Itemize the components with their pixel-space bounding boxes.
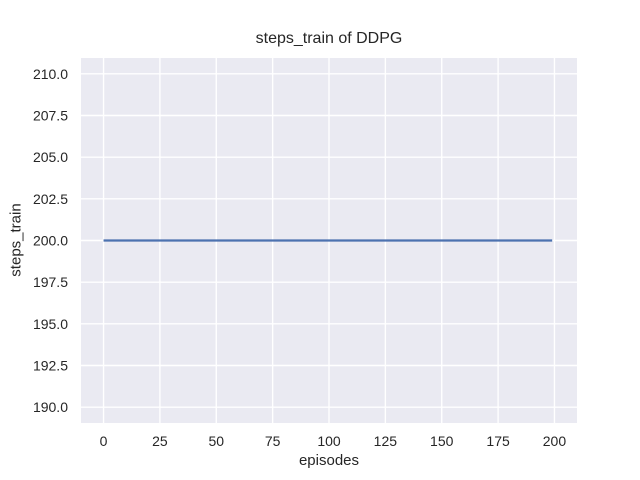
- x-tick-label: 125: [374, 433, 398, 449]
- y-tick-label: 202.5: [33, 191, 68, 207]
- y-tick-label: 190.0: [33, 399, 68, 415]
- y-tick-label: 210.0: [33, 66, 68, 82]
- x-tick-label: 100: [317, 433, 341, 449]
- chart-title: steps_train of DDPG: [255, 30, 403, 47]
- y-axis-label: steps_train: [7, 203, 25, 277]
- y-tick-label: 195.0: [33, 316, 68, 332]
- x-tick-label: 175: [486, 433, 510, 449]
- y-tick-label: 197.5: [33, 274, 68, 290]
- y-tick-label: 200.0: [33, 233, 68, 249]
- y-tick-label: 192.5: [33, 358, 68, 374]
- x-tick-label: 200: [543, 433, 567, 449]
- x-tick-label: 75: [265, 433, 281, 449]
- x-tick-label: 25: [152, 433, 168, 449]
- x-tick-label: 0: [100, 433, 108, 449]
- y-tick-label: 207.5: [33, 108, 68, 124]
- x-tick-label: 150: [430, 433, 454, 449]
- x-axis-label: episodes: [298, 452, 360, 469]
- y-tick-label: 205.0: [33, 149, 68, 165]
- x-tick-label: 50: [208, 433, 224, 449]
